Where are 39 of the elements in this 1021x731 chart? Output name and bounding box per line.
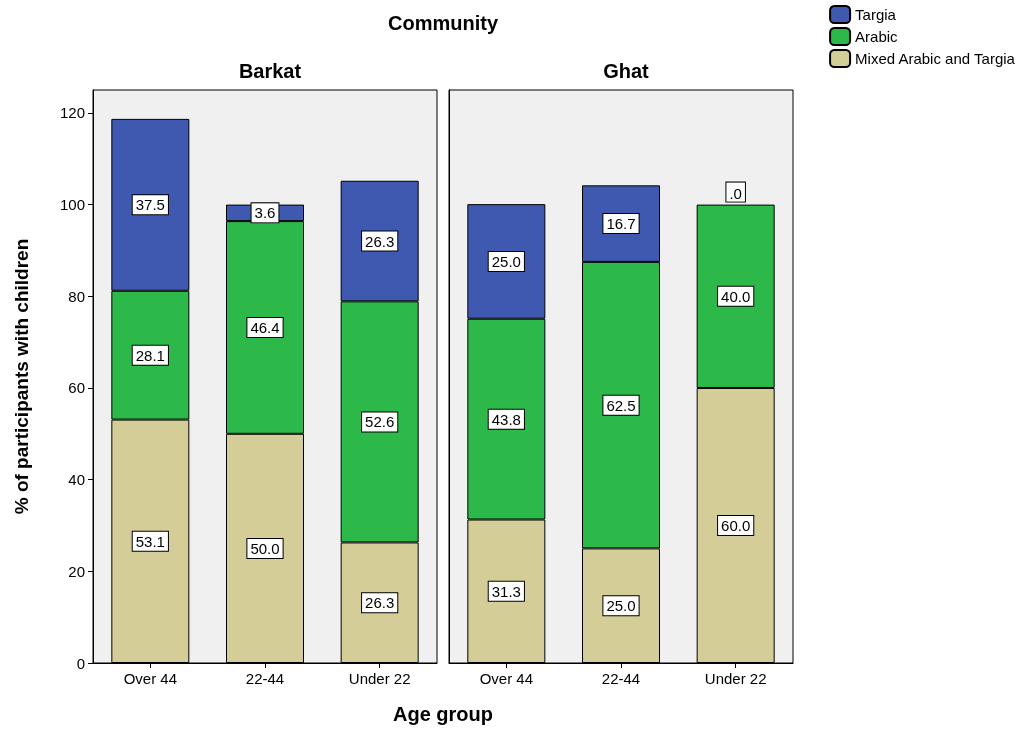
data-label: 40.0	[721, 287, 751, 305]
y-tick-label: 100	[59, 196, 85, 214]
chart-title: Barkat	[238, 60, 302, 82]
y-tick-label: 80	[68, 287, 85, 305]
data-label: 52.6	[365, 413, 395, 431]
y-tick-label: 120	[59, 104, 85, 122]
data-label: 37.5	[135, 196, 165, 214]
legend-label: Targia	[855, 6, 897, 23]
text: Community	[388, 12, 498, 35]
data-label: 26.3	[365, 594, 395, 612]
data-label: .0	[729, 184, 742, 202]
data-label: 16.7	[606, 215, 636, 233]
data-label: 25.0	[606, 597, 636, 615]
data-label: 3.6	[254, 204, 276, 222]
data-label: 62.5	[606, 396, 636, 414]
data-label: 26.3	[365, 232, 395, 250]
data-label: 31.3	[491, 582, 521, 600]
x-tick-label: 22-44	[601, 670, 641, 687]
legend-label: Arabic	[855, 28, 899, 45]
y-axis-title: % of participants with children	[11, 238, 32, 515]
y-tick-label: 20	[68, 562, 85, 580]
x-tick-label: Over 44	[479, 670, 534, 687]
y-tick-label: 40	[68, 471, 85, 489]
x-tick-label: 22-44	[245, 670, 285, 687]
data-label: 43.8	[491, 410, 521, 428]
x-tick-label: Under 22	[348, 670, 411, 687]
x-tick-label: Over 44	[123, 670, 178, 687]
data-label: 28.1	[135, 346, 165, 364]
x-tick-label: Under 22	[704, 670, 767, 687]
data-label: 46.4	[250, 318, 280, 336]
legend-label: Mixed Arabic and Targia	[855, 50, 1016, 67]
x-axis-title: Age group	[393, 703, 493, 726]
chart-title: Ghat	[603, 60, 650, 82]
data-label: 50.0	[250, 539, 280, 557]
data-label: 53.1	[135, 532, 165, 550]
data-label: 25.0	[491, 252, 521, 270]
data-label: 60.0	[721, 516, 751, 534]
y-tick-label: 60	[68, 379, 85, 397]
y-tick-label: 0	[76, 654, 85, 672]
